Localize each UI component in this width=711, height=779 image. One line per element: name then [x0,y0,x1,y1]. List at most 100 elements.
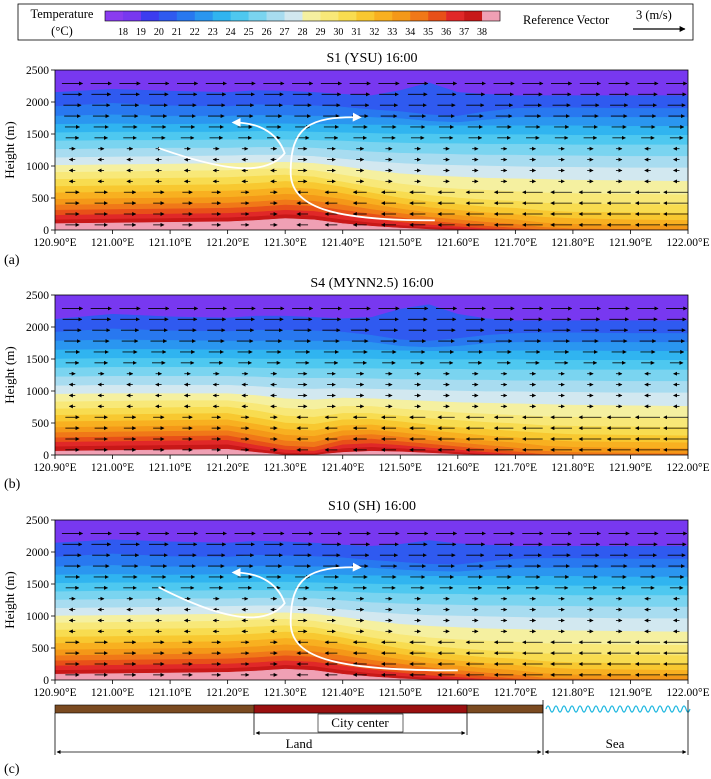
plot-frame [54,519,689,681]
colorbar-tick-label: 24 [226,27,236,38]
y-tick-label: 2500 [26,65,49,77]
colorbar-swatch [392,11,411,21]
colorbar-tick-label: 36 [441,27,451,38]
x-tick-label: 122.00°E [666,237,709,249]
circulation-streamlines [158,112,435,222]
x-tick-label: 121.00°E [91,237,134,249]
panel-c-title: S10 (SH) 16:00 [328,499,416,514]
colorbar-swatch [194,11,214,21]
plot-frame [54,294,689,456]
colorbar-swatch [105,11,124,21]
panel-a-label: (a) [4,253,20,268]
colorbar-swatch [410,11,429,21]
y-axis-label: Height (m) [2,346,17,403]
colorbar-tick-label: 28 [298,27,308,38]
colorbar-tick-label: 32 [369,27,379,38]
header-legend-frame [17,3,694,41]
colorbar-tick-label: 18 [118,27,128,38]
panel-a-title: S1 (YSU) 16:00 [326,51,417,66]
temperature-band [55,218,688,230]
x-tick-label: 121.10°E [148,462,191,474]
panel-b: S4 (MYNN2.5) 16:00 0 500 1000 1500 2000 2500 1… [2,276,710,492]
x-tick-label: 121.20°E [206,237,249,249]
y-tick-label: 500 [32,193,50,205]
circulation-streamlines [158,562,458,672]
x-tick-label: 120.90°E [33,237,76,249]
y-tick-label: 1500 [26,354,49,366]
colorbar-tick-label: 27 [280,27,290,38]
colorbar-tick-label: 21 [172,27,182,38]
x-tick-label: 121.00°E [91,687,134,699]
colorbar-swatch [320,11,339,21]
x-tick-label: 121.30°E [264,462,307,474]
colorbar-swatch [284,11,303,21]
temperature-band [55,668,688,680]
colorbar-tick-label: 34 [405,27,415,38]
colorbar-tick-label: 33 [387,27,397,38]
city-center-label: City center [331,715,389,730]
colorbar-tick-label: 29 [315,27,325,38]
colorbar-swatch [356,11,375,21]
y-tick-label: 0 [43,225,49,237]
colorbar-swatch [176,11,196,21]
colorbar-tick-label: 30 [333,27,343,38]
x-tick-label: 121.60°E [436,237,479,249]
colorbar-tick-label: 26 [262,27,272,38]
wind-vectors [61,81,688,227]
y-tick-label: 500 [32,643,50,655]
x-tick-label: 121.10°E [148,687,191,699]
x-tick-label: 121.70°E [494,687,537,699]
x-tick-label: 121.90°E [609,462,652,474]
colorbar-swatch [464,11,483,21]
wind-vectors [61,306,688,452]
y-tick-label: 1000 [26,161,49,173]
sea-wave [545,705,691,713]
colorbar-swatch [374,11,393,21]
y-tick-label: 2500 [26,515,49,527]
colorbar: 18 19 20 21 22 23 24 25 26 27 28 29 30 31 32 33 34 35 36 37… [104,10,501,38]
colorbar-swatch [230,11,249,21]
streamline-right-loop [289,112,435,222]
panel-a: S1 (YSU) 16:00 0 500 1000 1500 2000 2500 120.9… [2,51,710,268]
x-tick-label: 122.00°E [666,687,709,699]
colorbar-tick-label: 19 [136,27,146,38]
colorbar-swatch [140,11,160,21]
y-tick-label: 1000 [26,386,49,398]
colorbar-tick-label: 22 [190,27,200,38]
colorbar-swatch [428,11,447,21]
colorbar-swatch [302,11,321,21]
x-tick-label: 121.90°E [609,237,652,249]
y-tick-label: 0 [43,450,49,462]
panel-b-title: S4 (MYNN2.5) 16:00 [310,276,433,291]
x-tick-label: 121.30°E [264,687,307,699]
reference-vector-value: 3 (m/s) [636,8,672,22]
x-tick-label: 120.90°E [33,687,76,699]
x-tick-label: 121.50°E [379,462,422,474]
panel-c-plot: 0 500 1000 1500 2000 2500 120.90°E 121.00°E 121.… [2,515,710,699]
y-tick-label: 2000 [26,547,49,559]
x-tick-label: 121.20°E [206,687,249,699]
x-tick-label: 121.00°E [91,462,134,474]
land-label: Land [286,736,313,751]
colorbar-tick-label: 38 [477,27,487,38]
panel-b-plot: 0 500 1000 1500 2000 2500 120.90°E 121.00°E 121.… [2,290,710,474]
y-axis-label: Height (m) [2,571,17,628]
colorbar-frame [104,10,501,22]
colorbar-swatch [122,11,142,21]
colorbar-title-line2: (°C) [51,24,73,38]
colorbar-tick-label: 35 [423,27,433,38]
colorbar-tick-label: 23 [208,27,218,38]
y-tick-label: 2500 [26,290,49,302]
colorbar-swatch [248,11,267,21]
temperature-field [55,520,688,680]
x-tick-label: 121.20°E [206,462,249,474]
land-sea-schematic: City center Land Sea [54,700,691,755]
y-tick-label: 1500 [26,129,49,141]
x-tick-label: 121.90°E [609,687,652,699]
panel-b-label: (b) [4,477,21,492]
plot-frame [54,69,689,231]
x-tick-label: 121.70°E [494,462,537,474]
y-tick-label: 1000 [26,611,49,623]
streamline-right-loop [289,562,458,672]
